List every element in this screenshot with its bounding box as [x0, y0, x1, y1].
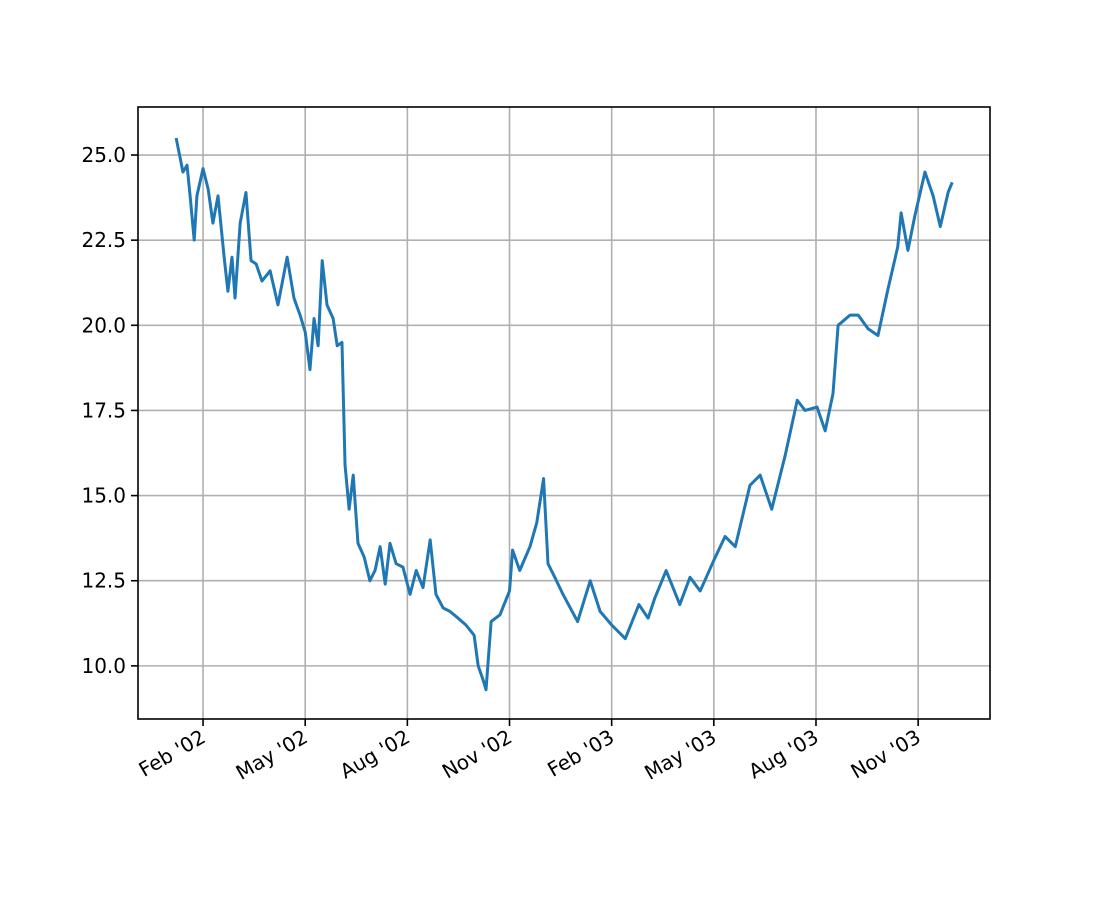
- y-tick-label: 22.5: [81, 228, 126, 252]
- y-tick-label: 17.5: [81, 398, 126, 422]
- x-tick-label: Feb '03: [543, 725, 618, 782]
- y-tick-label: 12.5: [81, 569, 126, 593]
- x-tick-label: May '03: [640, 725, 720, 785]
- x-tick-label: Aug '03: [744, 725, 822, 784]
- x-tick-label: Feb '02: [135, 725, 210, 782]
- data-line: [174, 137, 954, 692]
- y-tick-label: 25.0: [81, 143, 126, 167]
- x-tick-label: Nov '03: [847, 725, 925, 784]
- x-tick-label: May '02: [232, 725, 312, 785]
- x-tick-label: Aug '02: [336, 725, 414, 784]
- y-tick-label: 10.0: [81, 654, 126, 678]
- y-tick-label: 20.0: [81, 313, 126, 337]
- y-tick-label: 15.0: [81, 484, 126, 508]
- plot-frame: [137, 106, 991, 720]
- x-tick-label: Nov '02: [438, 725, 516, 784]
